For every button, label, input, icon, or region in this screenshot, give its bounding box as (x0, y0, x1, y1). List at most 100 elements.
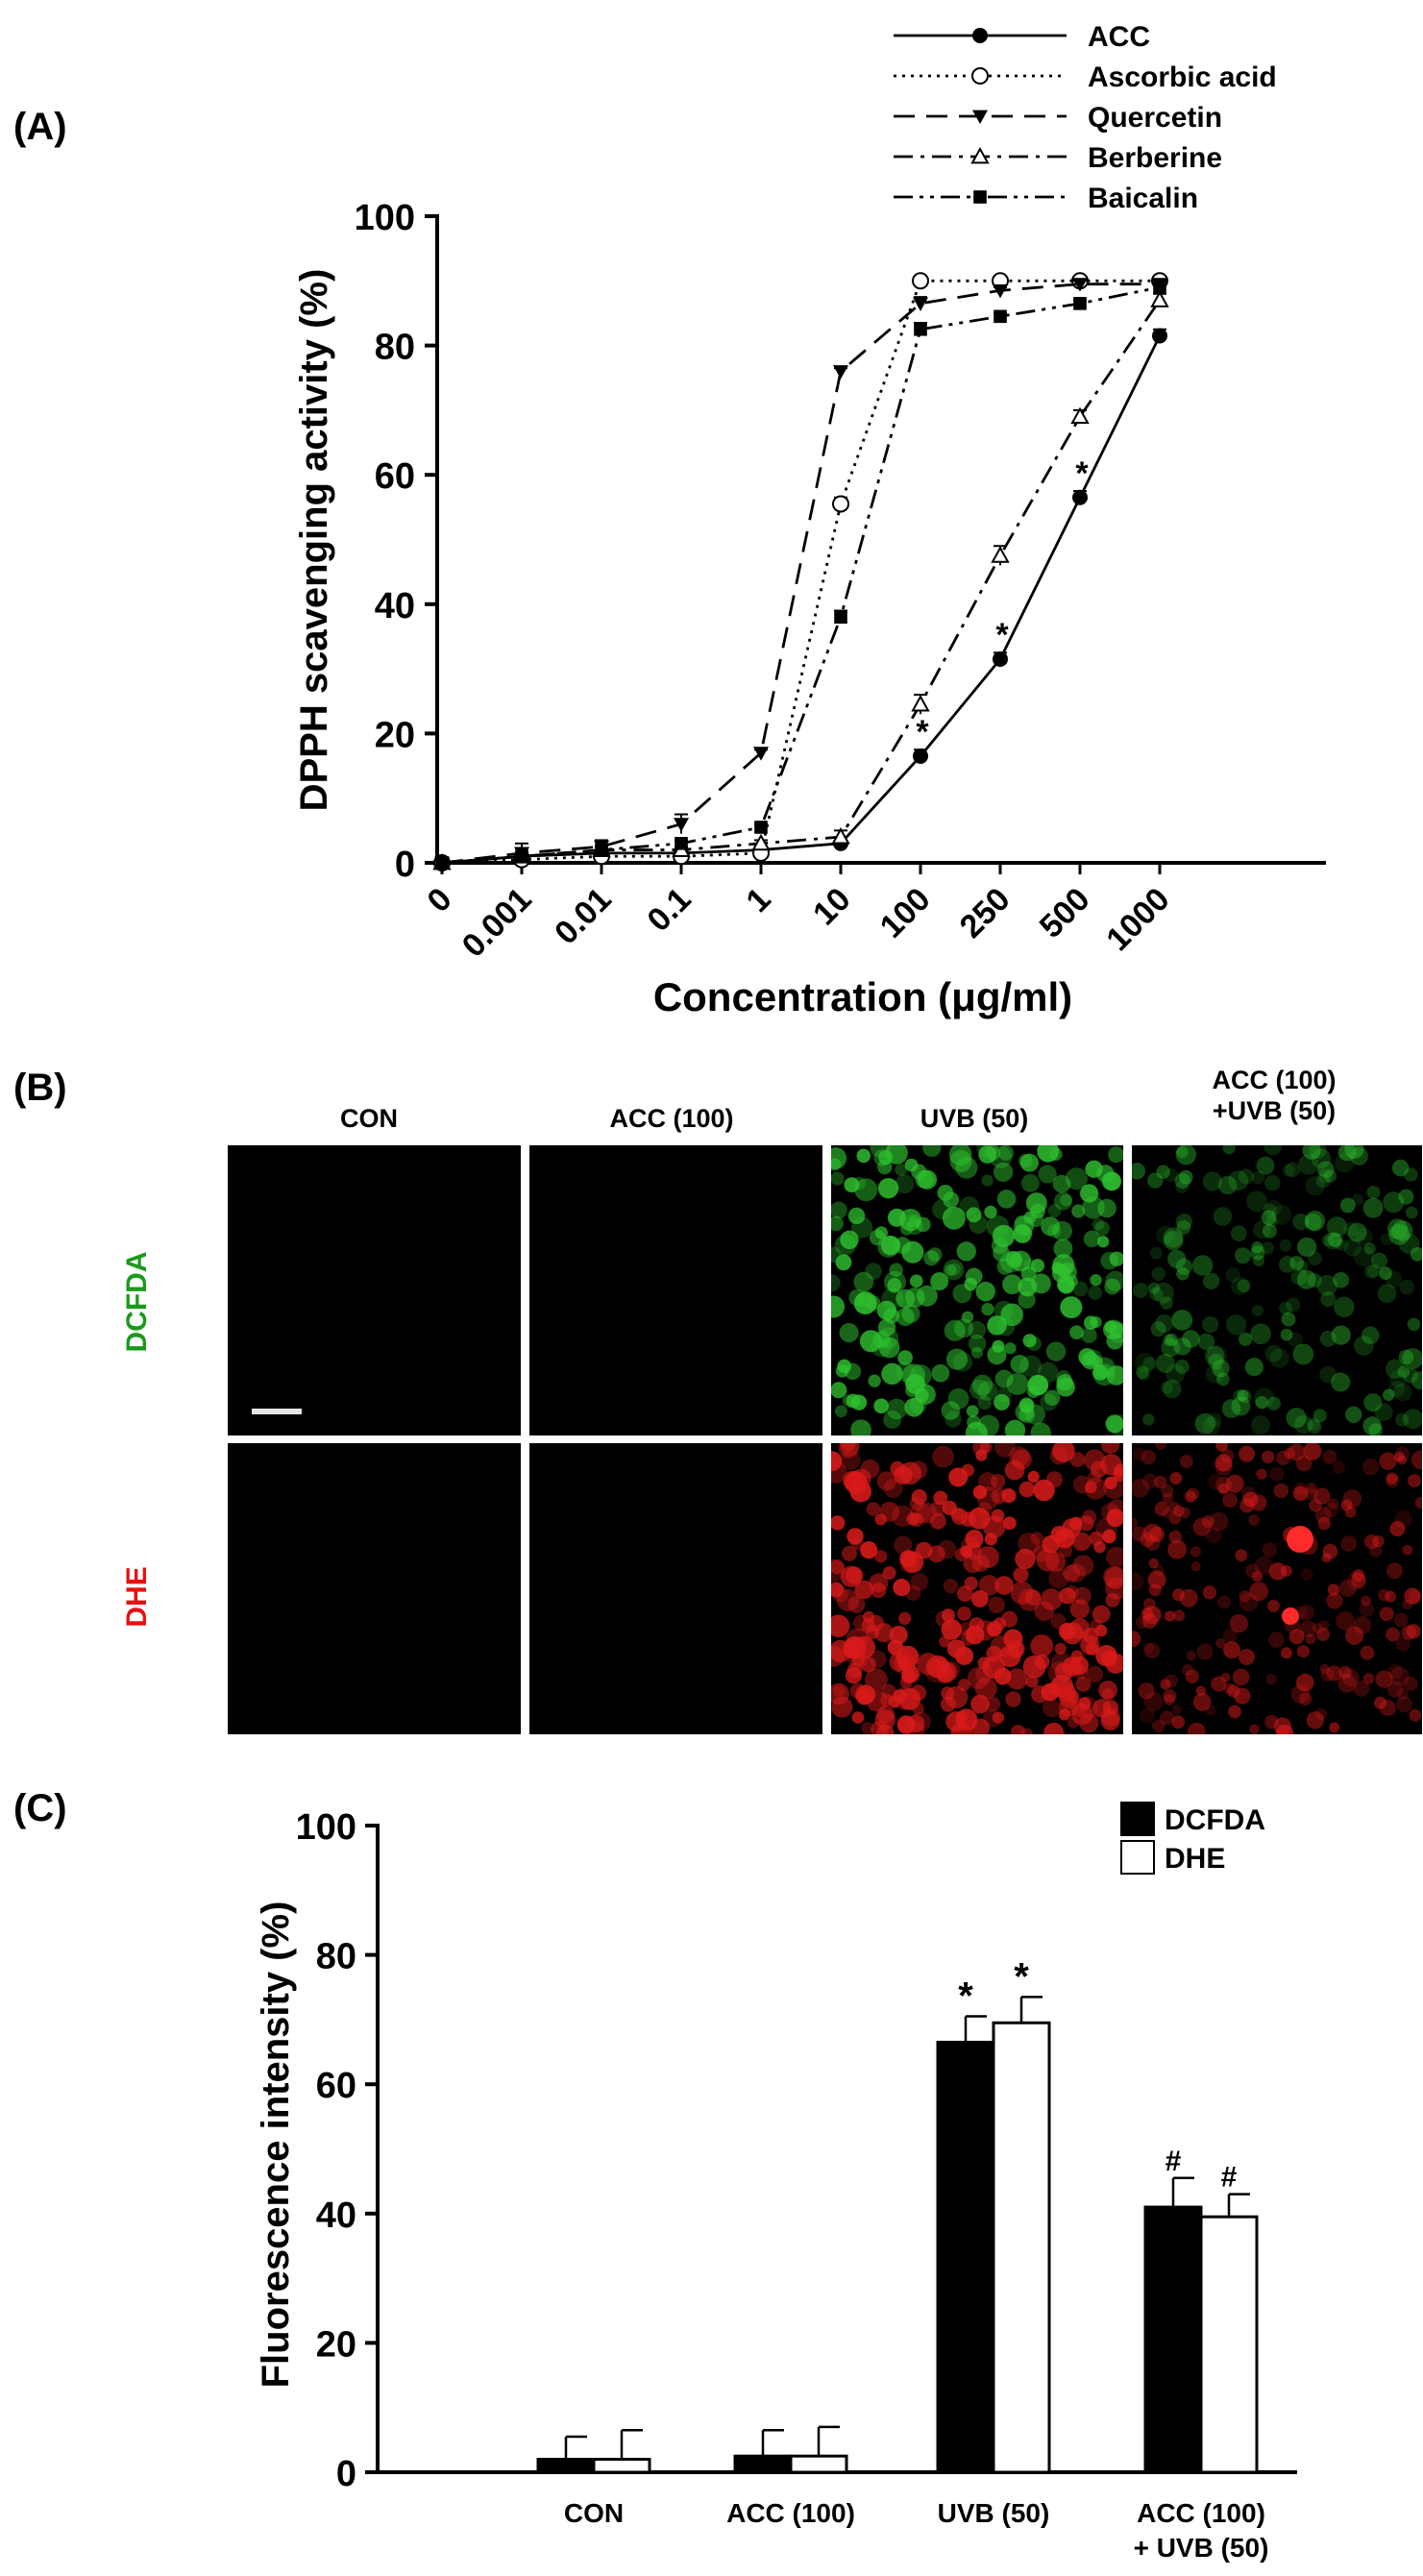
cell (1075, 1676, 1092, 1692)
cell (1383, 1388, 1395, 1401)
cell (1168, 1511, 1182, 1525)
cell (831, 1215, 844, 1232)
column-label-uvb: UVB (50) (920, 1104, 1029, 1133)
cell (853, 1271, 874, 1292)
cell (847, 1596, 866, 1614)
cell (897, 1657, 910, 1671)
cell (991, 1487, 1008, 1505)
cell (1338, 1665, 1352, 1680)
cell (1342, 1221, 1359, 1238)
y-tick-label: 100 (355, 198, 415, 238)
cell (1222, 1145, 1236, 1155)
cell (898, 1461, 922, 1485)
cell (1084, 1449, 1106, 1471)
cell (831, 1515, 846, 1531)
cell (1351, 1193, 1364, 1206)
cell (1251, 1241, 1264, 1254)
cell (1398, 1349, 1414, 1365)
cell (1304, 1214, 1322, 1231)
cell (1386, 1472, 1398, 1484)
data-point (1072, 278, 1088, 292)
cell (899, 1550, 918, 1568)
cell (1321, 1234, 1335, 1247)
cell (1096, 1165, 1115, 1183)
cell (1005, 1691, 1021, 1707)
cell (1018, 1588, 1042, 1611)
cell (1176, 1145, 1189, 1159)
cell (966, 1207, 982, 1223)
bar-annotation: # (1165, 2146, 1182, 2177)
cell (1289, 1256, 1305, 1270)
cell (1255, 1395, 1268, 1410)
cell (1069, 1599, 1090, 1619)
cell (1292, 1485, 1309, 1502)
cell (1228, 1705, 1241, 1719)
cell (1069, 1452, 1086, 1468)
cell (851, 1711, 865, 1724)
cell (1037, 1145, 1060, 1163)
cell (1080, 1184, 1099, 1203)
cell (1215, 1443, 1228, 1452)
bar-annotation: * (1014, 1955, 1029, 1998)
cell (1019, 1398, 1035, 1413)
cell (1366, 1186, 1381, 1199)
cell (1263, 1203, 1277, 1217)
data-point (675, 837, 688, 850)
cell (916, 1216, 931, 1233)
micrograph-dcfda-uvb (831, 1145, 1123, 1435)
cell (1327, 1583, 1340, 1596)
cell (956, 1710, 969, 1723)
data-point (751, 833, 771, 851)
cell (1253, 1220, 1271, 1239)
cell (1300, 1568, 1313, 1582)
cell (1405, 1206, 1418, 1219)
cell (1140, 1707, 1156, 1724)
micrograph-dcfda-acc (529, 1145, 822, 1435)
cell (883, 1479, 903, 1499)
cell (864, 1668, 888, 1692)
cell (1018, 1481, 1035, 1498)
cell (1250, 1494, 1267, 1511)
cell (1319, 1663, 1330, 1675)
cell (1202, 1272, 1220, 1290)
cell (1278, 1256, 1296, 1273)
cell (1253, 1387, 1275, 1409)
cell (1081, 1327, 1097, 1343)
cell (943, 1191, 960, 1209)
cell (1238, 1168, 1255, 1185)
series-line (441, 299, 1162, 865)
cell (877, 1178, 899, 1199)
cell (877, 1160, 893, 1175)
cell (1264, 1174, 1281, 1191)
cell (970, 1694, 990, 1714)
cell (1372, 1534, 1385, 1548)
cell (1098, 1681, 1117, 1700)
cell (1312, 1623, 1323, 1634)
cell (1096, 1236, 1110, 1248)
cell (1362, 1416, 1382, 1435)
cell (1052, 1443, 1075, 1462)
cell (1240, 1486, 1257, 1502)
cell (1022, 1334, 1037, 1348)
cell (1171, 1715, 1186, 1730)
cell (1059, 1587, 1076, 1605)
cell (1290, 1268, 1308, 1286)
series-line (441, 279, 1160, 865)
cell (1225, 1474, 1244, 1493)
cell (1005, 1251, 1022, 1268)
cell (1040, 1393, 1058, 1411)
series-line (441, 334, 1162, 865)
cell (1079, 1713, 1099, 1733)
y-tick-label: 20 (375, 715, 415, 755)
cell (1292, 1213, 1310, 1231)
cell (1346, 1571, 1366, 1590)
cell (1280, 1328, 1293, 1341)
cell (957, 1606, 971, 1621)
cell (1225, 1267, 1240, 1283)
cell (1324, 1232, 1342, 1250)
bar-annotation: # (1221, 2162, 1238, 2194)
cell (1186, 1487, 1199, 1501)
cell (836, 1588, 860, 1612)
cell (1335, 1153, 1355, 1173)
y-tick-label: 80 (316, 1937, 356, 1977)
